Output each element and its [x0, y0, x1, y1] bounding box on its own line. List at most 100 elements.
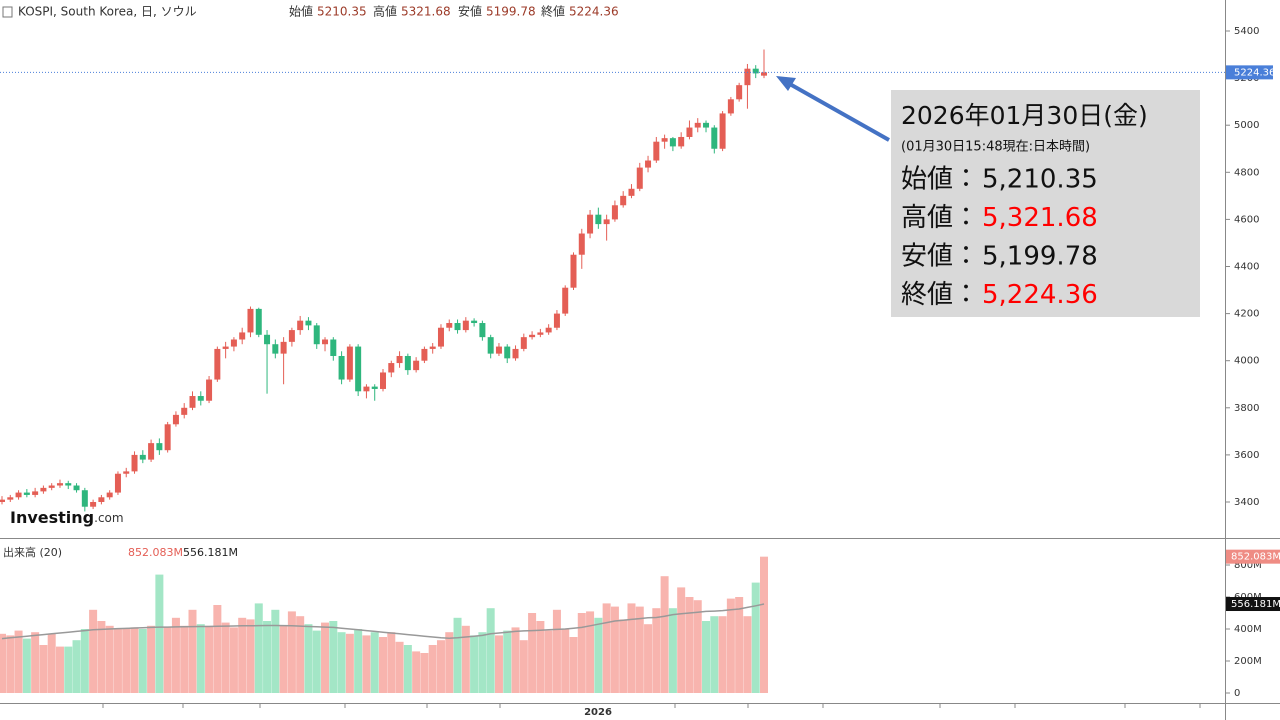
candle-body — [305, 320, 312, 326]
candle-body — [371, 386, 378, 389]
candle-body — [645, 160, 652, 168]
volume-bar — [693, 600, 702, 693]
y-tick-label: 4600 — [1234, 214, 1259, 225]
volume-bar — [387, 632, 396, 693]
volume-bar — [445, 632, 454, 693]
annotation-value: 5,210.35 — [982, 165, 1098, 195]
candle-body — [197, 396, 204, 401]
candle-body — [446, 323, 453, 328]
header-label: 始値 — [289, 4, 313, 19]
ma-tag-label: 556.181M — [1231, 599, 1280, 610]
volume-bar — [229, 627, 238, 693]
volume-bar — [503, 630, 512, 693]
volume-bar — [64, 646, 73, 693]
candle-body — [189, 396, 196, 408]
volume-tick-label: 800M — [1234, 560, 1262, 571]
volume-bar — [312, 630, 321, 693]
volume-bar — [710, 616, 719, 693]
volume-bar — [511, 627, 520, 693]
candle-body — [686, 127, 693, 137]
candle-body — [73, 485, 80, 491]
volume-bar — [263, 621, 272, 693]
candle-body — [23, 492, 30, 495]
candle-body — [736, 85, 743, 100]
volume-bar — [536, 621, 545, 693]
candle-body — [636, 167, 643, 189]
candle-body — [222, 346, 229, 349]
volume-bar — [246, 619, 255, 693]
volume-tick-label: 400M — [1234, 624, 1262, 635]
candle-body — [537, 332, 544, 335]
volume-bar — [345, 633, 354, 693]
candle-body — [255, 308, 262, 335]
candle-body — [90, 502, 97, 507]
candle-body — [570, 254, 577, 288]
volume-bar — [735, 597, 744, 693]
volume-bar — [221, 622, 230, 693]
candle-body — [7, 497, 14, 500]
candle-body — [520, 337, 527, 349]
volume-bar — [39, 645, 48, 693]
annotation-value: 5,224.36 — [982, 280, 1098, 310]
volume-bar — [238, 617, 247, 693]
volume-bar — [72, 640, 81, 693]
volume-bar — [577, 613, 586, 693]
candle-body — [545, 327, 552, 333]
arrow-head — [776, 76, 796, 91]
candle-body — [578, 233, 585, 255]
volume-bar — [726, 598, 735, 693]
logo-main: Investing — [10, 508, 94, 527]
volume-bar — [544, 630, 553, 693]
volume-bar — [561, 629, 570, 693]
volume-bar — [395, 641, 404, 693]
candle-body — [744, 68, 751, 86]
candle-body — [56, 483, 63, 486]
candle-body — [206, 379, 213, 401]
candle-body — [363, 386, 370, 392]
collapse-icon[interactable] — [2, 6, 13, 18]
annotation-label: 始値： — [901, 165, 979, 195]
last-price-label: 5224.36 — [1234, 67, 1275, 78]
volume-bar — [337, 632, 346, 693]
volume-bar — [130, 627, 139, 693]
candle-body — [553, 313, 560, 328]
candle-body — [678, 136, 685, 147]
annotation-arrow — [787, 81, 890, 142]
y-tick-label: 4800 — [1234, 167, 1259, 178]
candle-body — [727, 99, 734, 114]
candle-body — [562, 287, 569, 314]
annotation-note: (01月30日15:48現在:日本時間) — [901, 140, 1090, 155]
volume-bar — [685, 597, 694, 693]
candle-body — [264, 334, 271, 345]
volume-bar — [677, 587, 686, 693]
volume-bar — [478, 632, 487, 693]
volume-bar — [31, 632, 40, 693]
volume-bar — [760, 556, 768, 693]
volume-bar — [122, 629, 131, 693]
volume-bar — [287, 611, 296, 693]
volume-tick-label: 200M — [1234, 656, 1262, 667]
volume-bar — [412, 651, 421, 693]
volume-bar — [644, 624, 653, 693]
candle-body — [711, 127, 718, 149]
volume-bar — [171, 617, 180, 693]
candle-body — [114, 473, 121, 493]
candle-body — [752, 68, 759, 74]
candle-body — [230, 339, 237, 347]
candle-body — [653, 141, 660, 161]
candle-body — [15, 492, 22, 498]
volume-bar — [89, 609, 98, 693]
candle-body — [48, 485, 55, 488]
candle-body — [355, 346, 362, 392]
candle-body — [32, 491, 39, 495]
candle-body — [495, 346, 502, 354]
volume-bar — [113, 629, 122, 693]
volume-bar — [668, 608, 677, 693]
candle-body — [388, 363, 395, 373]
annotation-label: 高値： — [901, 203, 979, 233]
volume-bar — [97, 621, 106, 693]
candle-body — [65, 483, 72, 486]
header-value: 5321.68 — [401, 5, 451, 19]
volume-legend-value: 852.083M — [128, 546, 183, 559]
